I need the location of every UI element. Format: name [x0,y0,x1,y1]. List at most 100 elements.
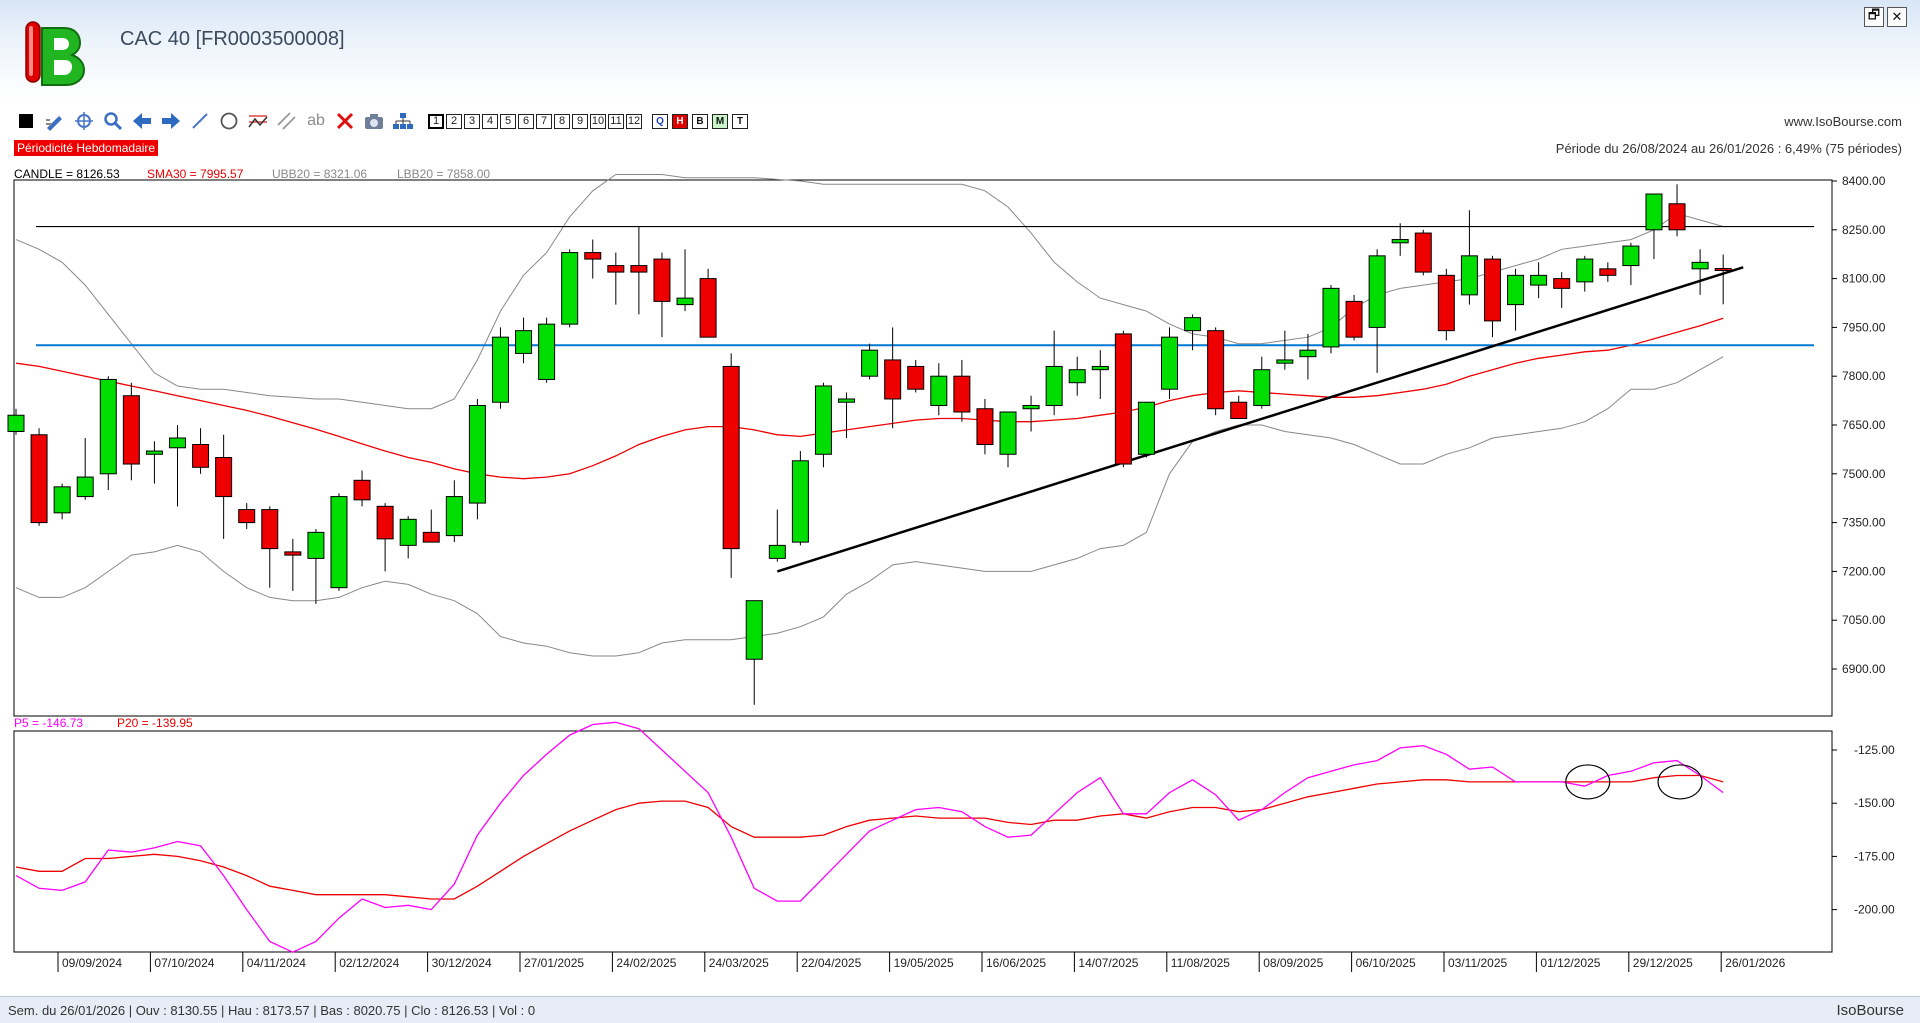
text-tool-icon[interactable]: ab [307,112,325,129]
candle[interactable] [1068,356,1086,396]
candle[interactable] [1045,330,1063,416]
candle[interactable] [1091,350,1109,399]
candle[interactable] [1253,356,1271,409]
zoom-icon[interactable] [101,110,125,132]
candle[interactable] [491,327,509,409]
period-button[interactable]: T [732,113,748,129]
candle[interactable] [468,398,486,520]
candle[interactable] [376,503,394,572]
color-picker-icon[interactable] [14,110,38,132]
candle[interactable] [53,483,71,520]
chart-slot-button[interactable]: 5 [500,113,516,129]
candle[interactable] [1599,262,1617,282]
chart-slot-button[interactable]: 8 [554,113,570,129]
candle[interactable] [1161,327,1178,399]
period-button[interactable]: B [692,113,708,129]
candle[interactable] [307,529,325,604]
candle[interactable] [1576,255,1594,292]
candle[interactable] [1345,294,1363,341]
candle[interactable] [76,438,94,500]
restore-button[interactable]: 🗗 [1864,7,1884,27]
candle[interactable] [745,600,763,705]
marker-ellipse[interactable] [1565,764,1611,800]
period-button[interactable]: Q [652,113,668,129]
candle[interactable] [399,516,417,559]
candle[interactable] [768,509,786,562]
period-button[interactable]: H [672,113,688,129]
crosshair-icon[interactable] [72,110,96,132]
line-tool-icon[interactable] [188,110,212,132]
candle[interactable] [192,428,210,474]
candle[interactable] [1137,401,1155,458]
channel-tool-icon[interactable] [275,110,299,132]
candle[interactable] [884,327,902,429]
candle[interactable] [1483,255,1501,338]
candle[interactable] [1507,268,1525,331]
candle[interactable] [145,441,163,484]
candle[interactable] [1299,333,1317,380]
arrow-left-icon[interactable] [130,110,154,132]
candle[interactable] [238,503,256,530]
camera-icon[interactable] [362,110,386,132]
candle[interactable] [168,425,186,507]
candle[interactable] [261,506,279,588]
candle[interactable] [1322,285,1340,354]
chart-slot-button[interactable]: 10 [590,113,606,129]
candle[interactable] [1437,268,1455,341]
candle[interactable] [1460,210,1478,305]
candle[interactable] [1553,272,1571,308]
chart-area[interactable]: 8400.00 8250.00 8100.00 7950.00 7800.00 7650.… [0,0,1920,996]
candle[interactable] [30,428,48,526]
candle[interactable] [584,239,602,279]
chart-slot-button[interactable]: 3 [464,113,480,129]
candle[interactable] [445,480,463,543]
chart-slot-button[interactable]: 7 [536,113,552,129]
circle-tool-icon[interactable] [217,110,241,132]
candle[interactable] [353,470,371,507]
draw-pen-icon[interactable] [43,110,67,132]
candle[interactable] [538,317,556,383]
candle[interactable] [1368,249,1386,373]
candle[interactable] [122,382,140,481]
chart-slot-button[interactable]: 4 [482,113,498,129]
candle[interactable] [722,353,740,578]
indicator-tool-icon[interactable] [246,110,270,132]
candle[interactable] [422,509,440,543]
delete-icon[interactable] [333,110,357,132]
candle[interactable] [1668,184,1686,237]
candle[interactable] [976,398,994,455]
candle[interactable] [907,359,925,393]
candle[interactable] [215,434,233,539]
candle[interactable] [838,392,856,439]
candle[interactable] [515,317,533,364]
candle[interactable] [284,538,302,591]
chart-slot-button[interactable]: 11 [608,113,624,129]
candle[interactable] [1691,249,1709,295]
candle[interactable] [1184,314,1202,351]
candle[interactable] [561,249,579,328]
candle[interactable] [1622,242,1640,286]
candle[interactable] [1022,395,1040,432]
candle[interactable] [930,363,948,416]
candle[interactable] [999,411,1017,468]
candle[interactable] [1714,254,1732,305]
candle[interactable] [953,359,971,422]
candle[interactable] [791,451,809,546]
candle[interactable] [699,268,717,338]
chart-slot-button[interactable]: 1 [428,113,444,129]
trend-line[interactable] [776,266,1744,573]
arrow-right-icon[interactable] [159,110,183,132]
candle[interactable] [1114,330,1132,468]
candle[interactable] [607,252,625,305]
marker-ellipse[interactable] [1657,764,1703,800]
chart-slot-button[interactable]: 6 [518,113,534,129]
candle[interactable] [861,343,879,380]
candle[interactable] [653,252,671,338]
candle[interactable] [814,382,832,468]
candle[interactable] [1645,193,1663,260]
candle[interactable] [1391,223,1409,256]
period-button[interactable]: M [712,113,728,129]
candle[interactable] [630,226,648,315]
candle[interactable] [7,408,25,435]
candle[interactable] [1230,395,1248,419]
